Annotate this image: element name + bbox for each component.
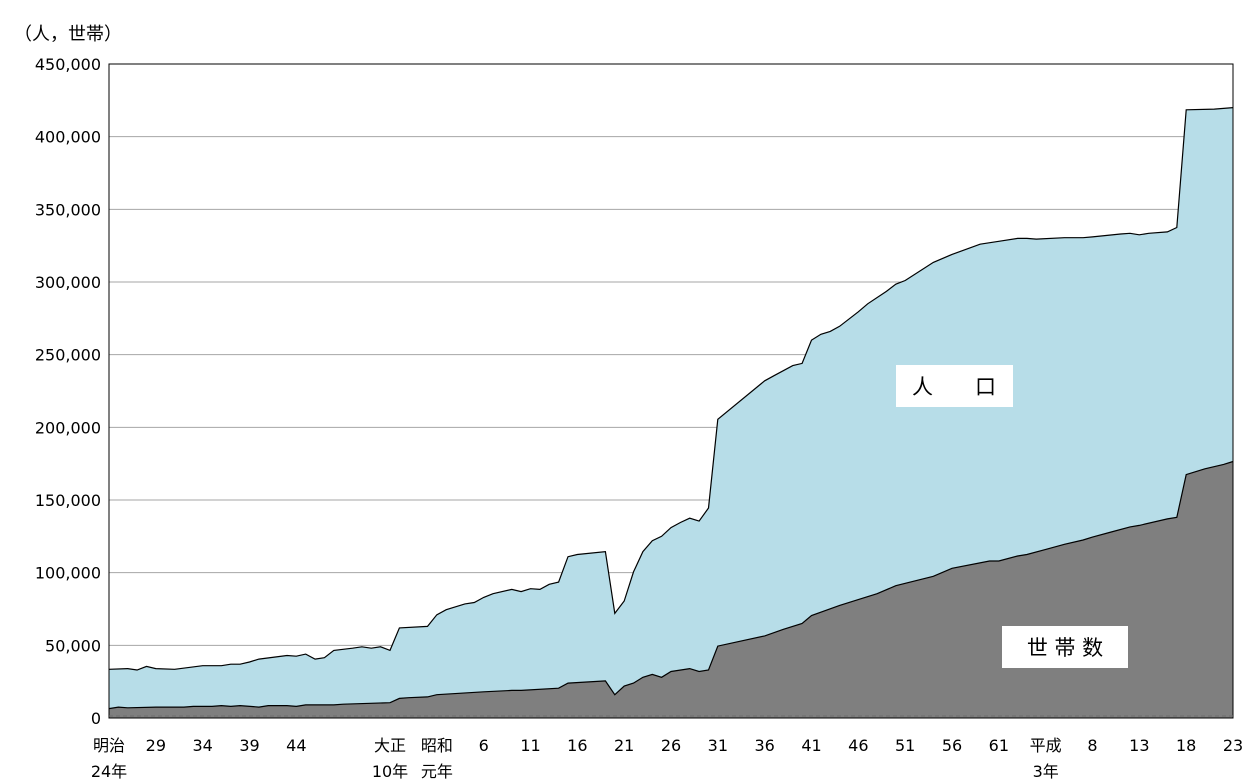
x-tick-label: 13: [1129, 736, 1149, 755]
x-tick-label: 平成: [1030, 736, 1062, 755]
y-tick-label: 100,000: [35, 564, 101, 583]
households-label-box: [1002, 626, 1128, 668]
x-tick-label-line2: 元年: [421, 762, 453, 781]
x-tick-label: 46: [848, 736, 868, 755]
x-tick-label: 29: [146, 736, 166, 755]
x-tick-label: 昭和: [421, 736, 453, 755]
x-tick-label: 41: [801, 736, 821, 755]
x-tick-label: 34: [192, 736, 212, 755]
x-tick-label: 6: [479, 736, 489, 755]
x-tick-label: 26: [661, 736, 681, 755]
y-tick-label: 150,000: [35, 491, 101, 510]
y-tick-label: 250,000: [35, 346, 101, 365]
y-tick-label: 200,000: [35, 418, 101, 437]
y-tick-label: 450,000: [35, 55, 101, 74]
x-tick-label: 21: [614, 736, 634, 755]
households-area: [109, 461, 1233, 718]
x-tick-label: 61: [989, 736, 1009, 755]
x-tick-label-line2: 3年: [1033, 762, 1059, 781]
population-area: [109, 107, 1233, 719]
x-tick-label-line2: 10年: [372, 762, 408, 781]
x-tick-label: 31: [708, 736, 728, 755]
plot-frame: [108, 63, 1234, 719]
x-tick-label: 18: [1176, 736, 1196, 755]
x-tick-label: 16: [567, 736, 587, 755]
y-axis-label: （人，世帯）: [14, 24, 122, 45]
x-tick-label: 11: [520, 736, 540, 755]
households-series-label: 世 帯 数: [1027, 636, 1103, 660]
x-tick-label: 36: [754, 736, 774, 755]
x-tick-label-line2: 24年: [91, 762, 127, 781]
households-line: [108, 460, 1234, 710]
population-line: [108, 107, 1234, 671]
y-tick-label: 350,000: [35, 200, 101, 219]
y-tick-label: 400,000: [35, 128, 101, 147]
population-series-label: 人 口: [912, 375, 996, 399]
x-tick-label: 56: [942, 736, 962, 755]
y-tick-labels: 0 50,000 100,000 150,000 200,000 250,000 300,0…: [35, 55, 101, 728]
area-series: [108, 107, 1234, 719]
x-tick-label: 23: [1223, 736, 1243, 755]
x-tick-label: 51: [895, 736, 915, 755]
y-tick-label: 300,000: [35, 273, 101, 292]
x-tick-label: 大正: [374, 736, 406, 755]
y-tick-label: 50,000: [45, 636, 101, 655]
population-label-box: [896, 365, 1013, 407]
x-tick-label: 8: [1087, 736, 1097, 755]
x-tick-label: 明治: [93, 736, 125, 755]
x-tick-label: 44: [286, 736, 306, 755]
x-tick-label: 39: [239, 736, 259, 755]
y-tick-label: 0: [91, 709, 101, 728]
